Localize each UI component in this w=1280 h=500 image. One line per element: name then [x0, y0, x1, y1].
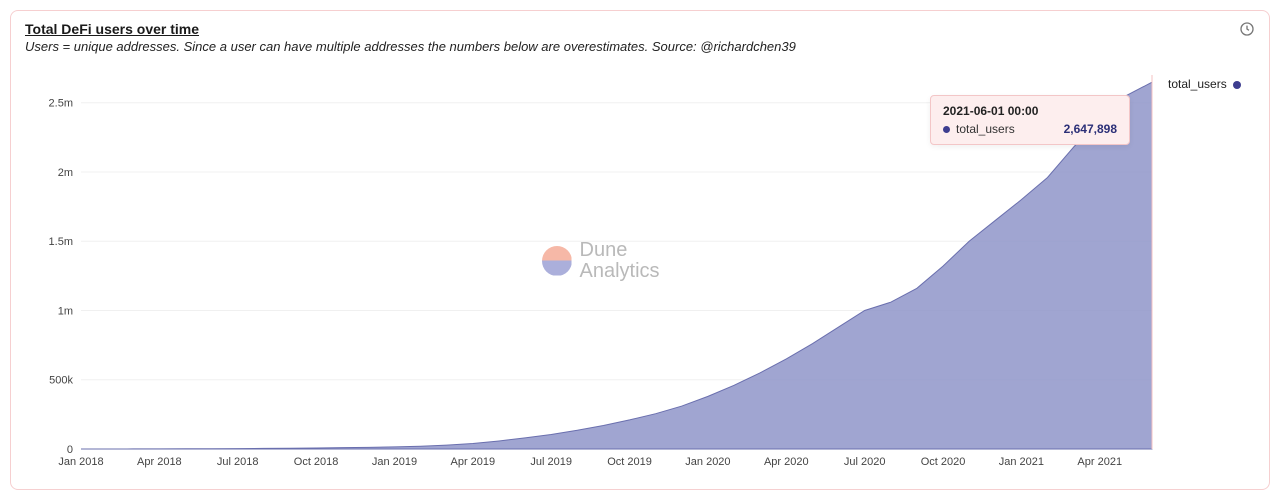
clock-icon[interactable] — [1239, 21, 1255, 37]
chart-title[interactable]: Total DeFi users over time — [25, 21, 796, 37]
svg-text:Jan 2019: Jan 2019 — [372, 456, 417, 468]
svg-text:Jul 2020: Jul 2020 — [844, 456, 886, 468]
tooltip-dot-icon — [943, 126, 950, 133]
svg-text:2.5m: 2.5m — [49, 98, 73, 110]
svg-text:Apr 2021: Apr 2021 — [1077, 456, 1122, 468]
svg-text:Apr 2020: Apr 2020 — [764, 456, 809, 468]
svg-text:Jul 2018: Jul 2018 — [217, 456, 259, 468]
chart-tooltip: 2021-06-01 00:00 total_users 2,647,898 — [930, 95, 1130, 145]
svg-text:1m: 1m — [58, 305, 73, 317]
svg-text:1.5m: 1.5m — [49, 236, 73, 248]
header-text: Total DeFi users over time Users = uniqu… — [25, 21, 796, 54]
svg-text:Apr 2018: Apr 2018 — [137, 456, 182, 468]
plot-region[interactable]: 0 500k 1m 1.5m 2m 2.5m Jan 2018 Apr 2018 Jul 201… — [25, 69, 1160, 477]
svg-text:Jan 2020: Jan 2020 — [685, 456, 730, 468]
svg-text:0: 0 — [67, 444, 73, 456]
chart-card: Total DeFi users over time Users = uniqu… — [10, 10, 1270, 490]
svg-text:Jan 2018: Jan 2018 — [58, 456, 103, 468]
card-header: Total DeFi users over time Users = uniqu… — [25, 21, 1255, 54]
tooltip-series: total_users — [956, 122, 1034, 136]
tooltip-value: 2,647,898 — [1064, 122, 1117, 136]
tooltip-date: 2021-06-01 00:00 — [943, 104, 1117, 118]
legend-label: total_users — [1168, 77, 1227, 91]
legend-dot-icon — [1233, 81, 1241, 89]
svg-text:2m: 2m — [58, 167, 73, 179]
svg-text:Oct 2019: Oct 2019 — [607, 456, 652, 468]
svg-text:Oct 2020: Oct 2020 — [921, 456, 966, 468]
svg-text:Oct 2018: Oct 2018 — [294, 456, 339, 468]
svg-text:500k: 500k — [49, 375, 73, 387]
chart-area: 0 500k 1m 1.5m 2m 2.5m Jan 2018 Apr 2018 Jul 201… — [25, 69, 1255, 477]
svg-text:Jul 2019: Jul 2019 — [530, 456, 572, 468]
legend: total_users — [1160, 69, 1255, 477]
tooltip-row: total_users 2,647,898 — [943, 122, 1117, 136]
chart-subtitle: Users = unique addresses. Since a user c… — [25, 39, 796, 54]
svg-text:Apr 2019: Apr 2019 — [451, 456, 496, 468]
svg-text:Jan 2021: Jan 2021 — [999, 456, 1044, 468]
